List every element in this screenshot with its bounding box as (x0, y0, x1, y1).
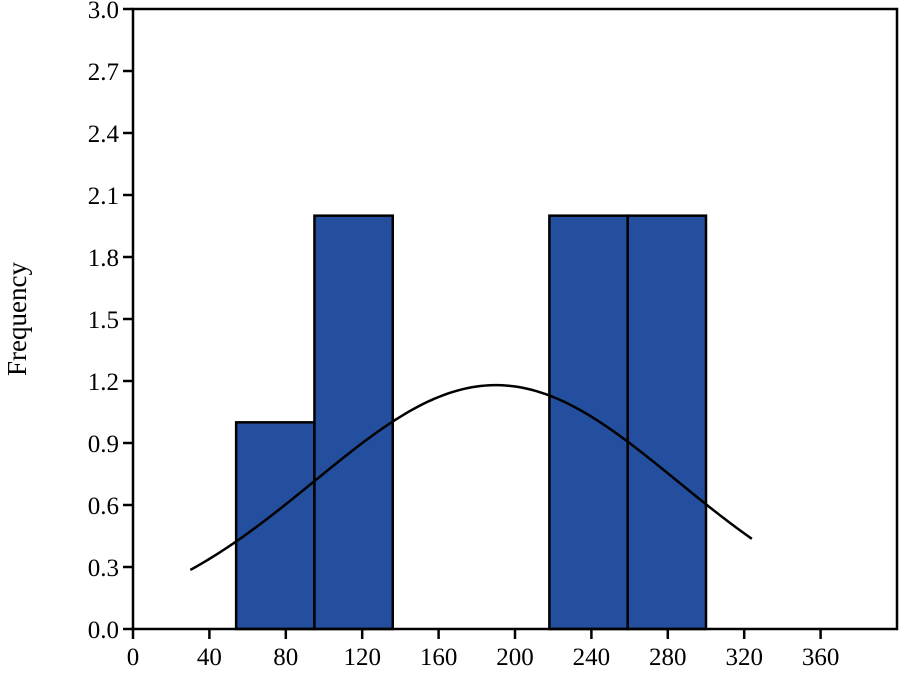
x-tick-label: 280 (649, 644, 687, 671)
x-tick-label: 160 (420, 644, 458, 671)
x-tick-label: 360 (802, 644, 840, 671)
histogram-bar (313, 214, 395, 631)
y-tick-label: 1.8 (88, 245, 119, 272)
x-tick-label: 200 (496, 644, 534, 671)
y-tick-label: 3.0 (88, 0, 119, 24)
y-tick-label: 0.3 (88, 555, 119, 582)
normal-curve (189, 383, 753, 572)
y-tick-label: 0.6 (88, 493, 119, 520)
histogram-bar (548, 214, 629, 631)
y-tick-label: 2.1 (88, 183, 119, 210)
bars-group (234, 214, 708, 631)
x-tick-label: 240 (573, 644, 611, 671)
y-tick-label: 0.0 (88, 617, 119, 644)
x-axis: 0 40 80 120 160 200 240 280 320 360 (127, 629, 840, 671)
histogram-bar (626, 214, 708, 631)
y-tick-label: 0.9 (88, 431, 119, 458)
y-tick-label: 2.7 (88, 59, 119, 86)
y-tick-label: 2.4 (88, 121, 120, 148)
histogram-bar (234, 421, 316, 631)
x-tick-label: 320 (725, 644, 763, 671)
y-tick-label: 1.2 (88, 369, 119, 396)
y-tick-label: 1.5 (88, 307, 119, 334)
x-tick-label: 120 (343, 644, 381, 671)
y-axis: 0.0 0.3 0.6 0.9 1.2 1.5 1.8 2.1 2.4 2.7 3.0 (88, 0, 133, 644)
x-tick-label: 80 (273, 644, 298, 671)
x-tick-label: 0 (127, 644, 140, 671)
x-tick-label: 40 (197, 644, 222, 671)
y-axis-title: Frequency (2, 262, 32, 376)
